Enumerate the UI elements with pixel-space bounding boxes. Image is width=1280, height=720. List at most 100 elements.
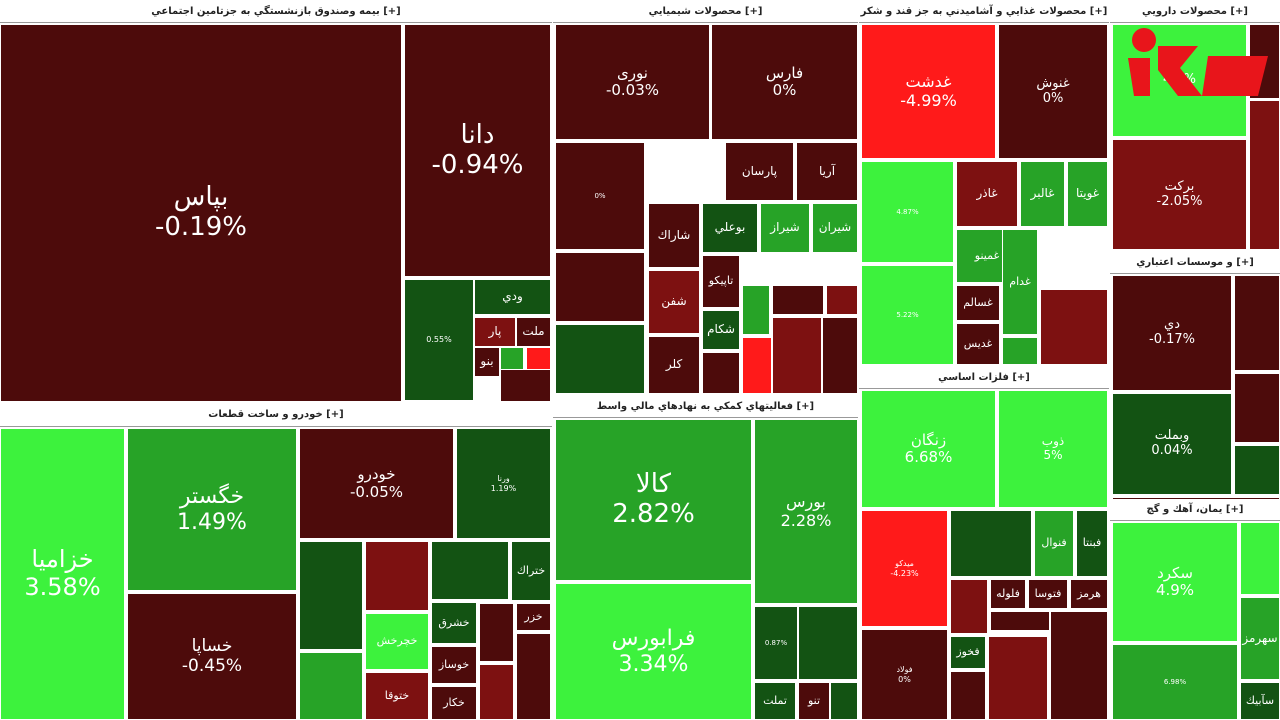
stock-name: سكرد <box>1157 563 1193 582</box>
filler-tile <box>1234 445 1280 495</box>
stock-tile: تاپيكو <box>702 255 740 308</box>
filler-tile <box>990 611 1050 631</box>
stock-tile: غاذر <box>956 161 1018 227</box>
sector-title: يمان، آهك و گچ [+] <box>1110 500 1280 521</box>
stock-tile: دانا -0.94% <box>404 24 551 277</box>
stock-name: غديس <box>963 336 993 350</box>
stock-name: بپاس <box>173 182 229 213</box>
stock-tile: خزر <box>516 603 551 631</box>
filler-tile <box>1050 611 1108 720</box>
stock-tile: بپاس -0.19% <box>0 24 402 402</box>
stock-tile: پارسان <box>725 142 794 201</box>
stock-name: فارس <box>765 63 804 82</box>
stock-change: 6.68% <box>904 448 953 466</box>
stock-tile: 5.22% <box>861 265 954 365</box>
stock-tile: ميدكو -4.23% <box>861 510 948 627</box>
sector-title: محصولات شيميايي [+] <box>553 2 858 23</box>
filler-tile <box>950 671 986 720</box>
stock-name: ختراك <box>516 563 546 577</box>
filler-tile <box>1040 289 1108 365</box>
filler-tile <box>1240 522 1280 595</box>
stock-name: بورس <box>786 492 826 512</box>
stock-name: پارسان <box>741 163 778 178</box>
stock-name: غويتا <box>1075 186 1100 201</box>
stock-tile: غويتا <box>1067 161 1108 227</box>
stock-name: فبنتا <box>1082 536 1102 550</box>
stock-tile: پار <box>474 317 516 347</box>
stock-tile: بورس 2.28% <box>754 419 858 604</box>
stock-tile: غالبر <box>1020 161 1065 227</box>
stock-tile: نوری -0.03% <box>555 24 710 140</box>
stock-change: 4.87% <box>896 207 919 216</box>
filler-tile <box>365 541 429 611</box>
stock-change: 0.04% <box>1151 443 1193 458</box>
stock-name: شكام <box>707 322 735 337</box>
filler-tile <box>1234 373 1280 443</box>
filler-tile <box>798 606 858 680</box>
stock-name: هرمز <box>1077 586 1101 600</box>
stock-change: -4.99% <box>900 90 957 110</box>
stock-name: خگستر <box>179 484 245 510</box>
filler-tile <box>702 352 740 394</box>
stock-tile: غدام <box>1002 229 1038 335</box>
stock-tile: ملت <box>516 317 551 347</box>
stock-tile: ذوب 5% <box>998 390 1108 508</box>
stock-name: ورنا <box>497 474 510 484</box>
filler-tile <box>299 541 363 650</box>
logo <box>1128 28 1268 96</box>
stock-tile: كالا 2.82% <box>555 419 752 581</box>
stock-tile: 0% <box>555 142 645 250</box>
stock-change: 5% <box>1043 448 1063 462</box>
stock-change: 0% <box>594 191 606 200</box>
stock-tile: ختوقا <box>365 672 429 720</box>
stock-name: فرابورس <box>611 626 696 652</box>
stock-name: تملت <box>763 693 787 707</box>
stock-name: غدام <box>1009 274 1031 288</box>
stock-tile: تملت <box>754 682 796 720</box>
stock-tile: 4.87% <box>861 161 954 263</box>
stock-name: تنو <box>807 693 821 707</box>
stock-name: فولاد <box>896 665 913 675</box>
stock-tile: تنو <box>798 682 830 720</box>
filler-tile <box>988 636 1048 720</box>
stock-name: شيران <box>818 220 852 235</box>
stock-change: 4.9% <box>1155 581 1195 599</box>
stock-tile: خشرق <box>431 602 477 644</box>
stock-name: خزاميا <box>31 545 94 574</box>
stock-tile: فخوز <box>950 636 986 669</box>
stock-name: غدشت <box>905 72 952 92</box>
stock-tile: خگستر 1.49% <box>127 428 297 591</box>
stock-name: غسالم <box>963 295 993 309</box>
stock-name: پار <box>488 324 502 339</box>
stock-change: -0.19% <box>155 212 247 242</box>
stock-tile: 0.87% <box>754 606 798 680</box>
stock-tile: كلر <box>648 336 700 394</box>
filler-tile <box>431 541 509 600</box>
filler-tile <box>826 285 858 315</box>
stock-name: فنوال <box>1041 536 1067 550</box>
stock-tile: خچرخش <box>365 613 429 670</box>
filler-tile <box>772 317 822 394</box>
filler-tile <box>516 633 551 720</box>
stock-change: 0.55% <box>426 335 452 345</box>
filler-tile <box>299 652 363 720</box>
stock-name: شيراز <box>770 220 800 235</box>
stock-tile: شكام <box>702 310 740 350</box>
stock-tile: خساپا -0.45% <box>127 593 297 720</box>
stock-name: سهرمز <box>1242 630 1278 645</box>
filler-tile <box>822 317 858 394</box>
stock-name: خودرو <box>357 465 396 484</box>
stock-change: -0.17% <box>1149 332 1195 347</box>
stock-tile: فتوسا <box>1028 579 1068 609</box>
stock-name: بركت <box>1164 178 1195 194</box>
stock-tile: سهرمز <box>1240 597 1280 680</box>
stock-name: تاپيكو <box>708 274 734 288</box>
stock-change: -2.05% <box>1156 193 1203 209</box>
stock-name: نوری <box>617 63 648 82</box>
stock-change: 2.28% <box>780 510 832 530</box>
stock-name: خوساز <box>438 657 470 671</box>
stock-change: 6.98% <box>1163 677 1187 686</box>
stock-tile: زنگان 6.68% <box>861 390 996 508</box>
stock-tile: خزاميا 3.58% <box>0 428 125 720</box>
